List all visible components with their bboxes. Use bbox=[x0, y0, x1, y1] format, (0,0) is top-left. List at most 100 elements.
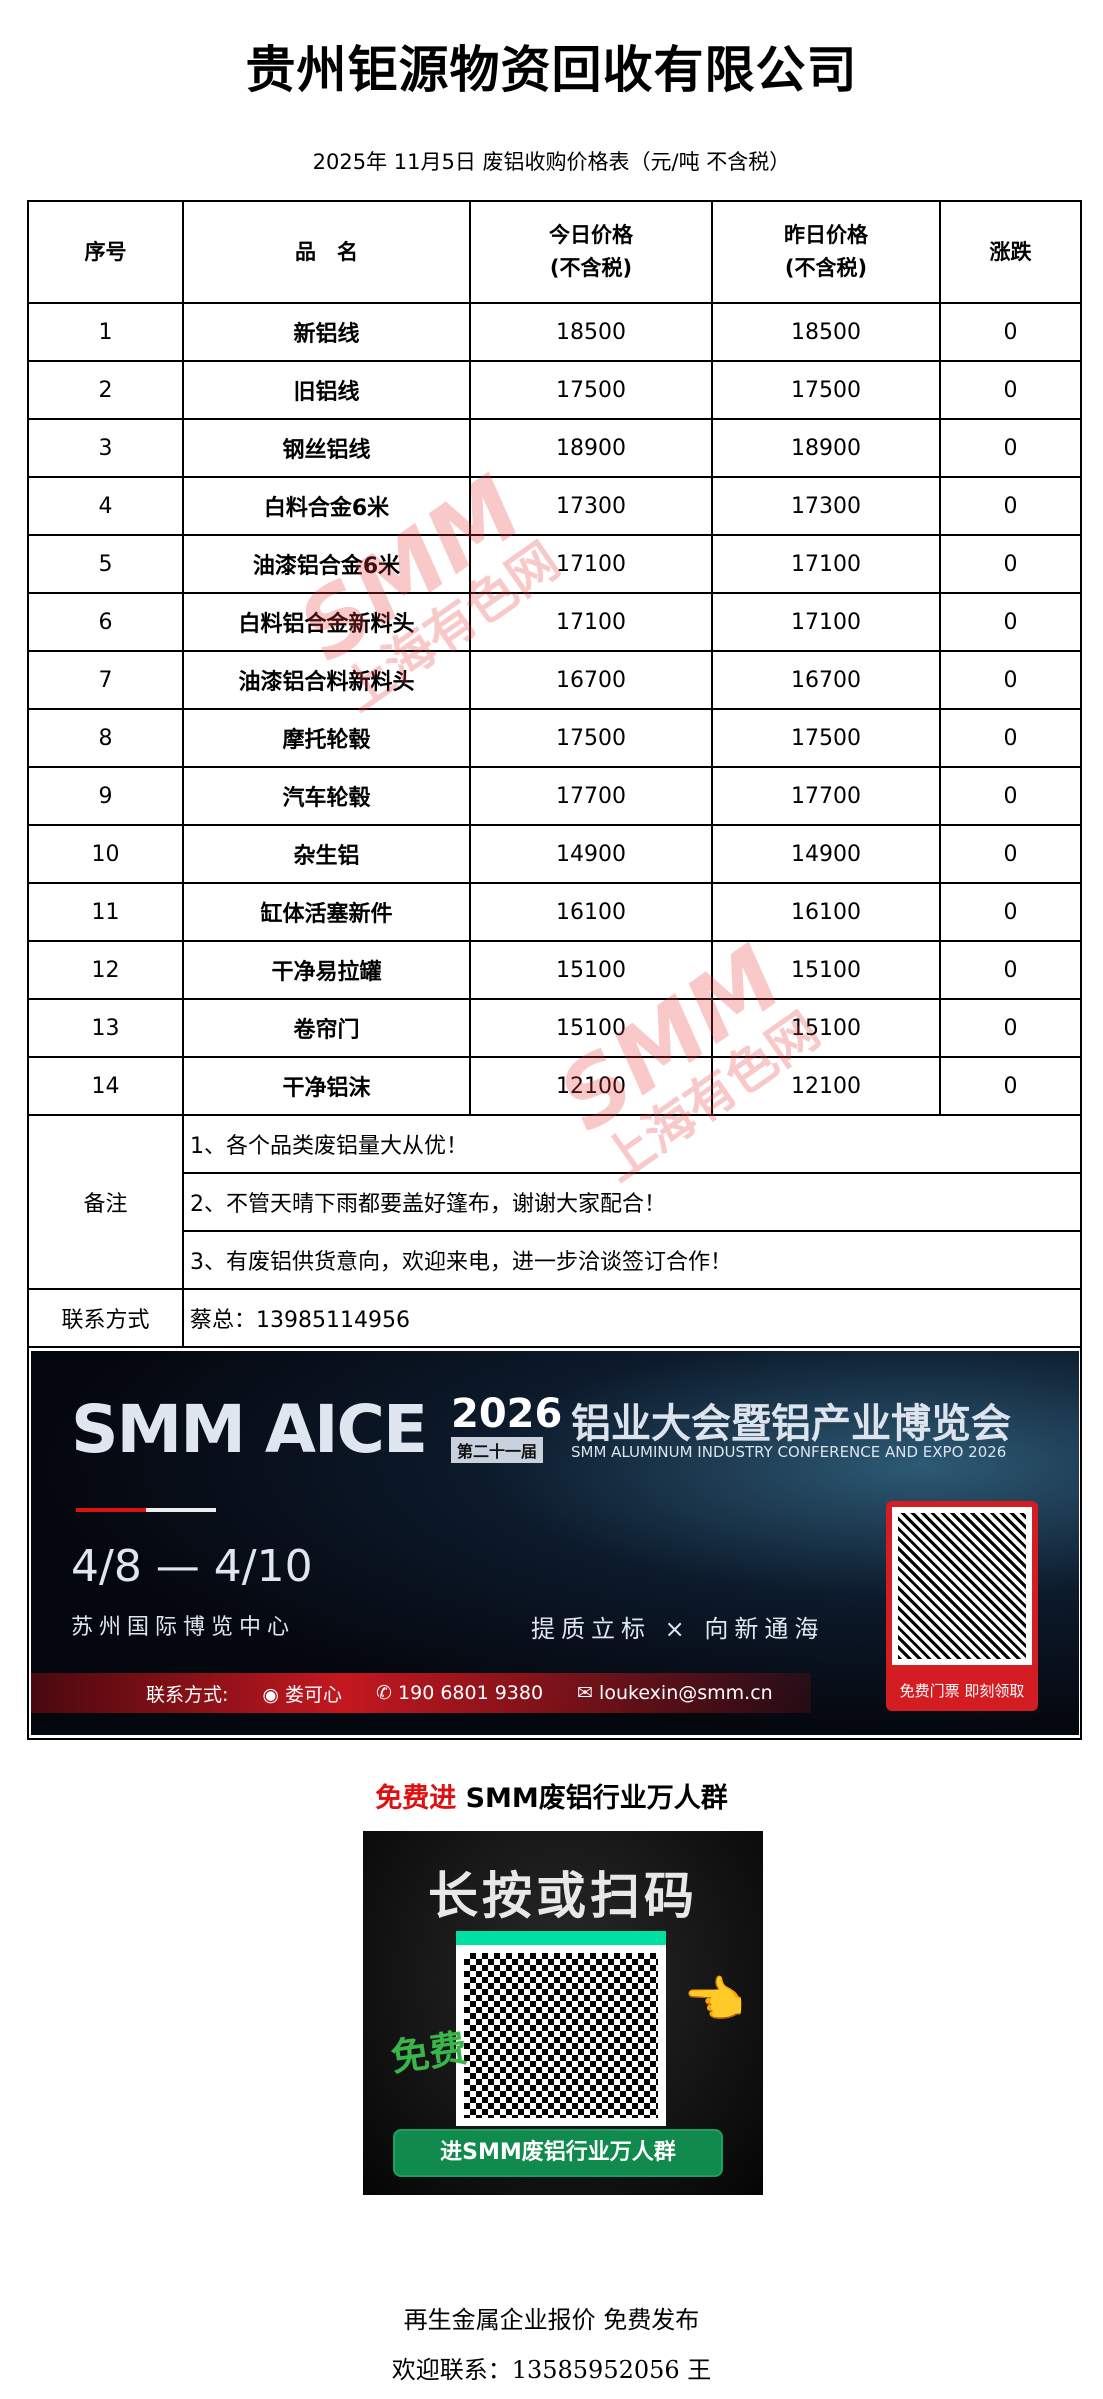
item-name: 白料合金6米 bbox=[182, 476, 471, 536]
note-item: 3、有废铝供货意向，欢迎来电，进一步洽谈签订合作！ bbox=[182, 1230, 1082, 1290]
join-group-text: SMM废铝行业万人群 bbox=[456, 1783, 728, 1814]
notes-row: 备注 1、各个品类废铝量大从优！ bbox=[27, 1114, 1082, 1290]
price-change: 0 bbox=[939, 592, 1082, 652]
mail-icon: ✉ bbox=[577, 1682, 600, 1704]
price-change: 0 bbox=[939, 998, 1082, 1058]
price-table: 序号品 名今日价格 (不含税) 昨日价格 (不含税) 涨跌 1 新铝线 18500 185… bbox=[27, 200, 1082, 1348]
column-header: 涨跌 bbox=[939, 200, 1082, 304]
table-row: 3 钢丝铝线 18900 18900 0 bbox=[27, 418, 1082, 478]
group-qr-code[interactable] bbox=[456, 1931, 666, 2126]
table-row: 11 缸体活塞新件 16100 16100 0 bbox=[27, 882, 1082, 942]
today-price: 17700 bbox=[469, 766, 713, 826]
table-row: 13 卷帘门 15100 15100 0 bbox=[27, 998, 1082, 1058]
table-row: 1 新铝线 18500 18500 0 bbox=[27, 302, 1082, 362]
price-change: 0 bbox=[939, 476, 1082, 536]
item-name: 油漆铝合金6米 bbox=[182, 534, 471, 594]
banner-qr-caption: 免费门票 即刻领取 bbox=[899, 1682, 1025, 1700]
item-name: 旧铝线 bbox=[182, 360, 471, 420]
yesterday-price: 18500 bbox=[711, 302, 941, 362]
price-change: 0 bbox=[939, 302, 1082, 362]
contact-value: 蔡总：13985114956 bbox=[182, 1288, 1082, 1348]
price-change: 0 bbox=[939, 418, 1082, 478]
item-name: 卷帘门 bbox=[182, 998, 471, 1058]
row-index: 1 bbox=[27, 302, 184, 362]
note-item: 2、不管天晴下雨都要盖好篷布，谢谢大家配合！ bbox=[182, 1172, 1082, 1232]
row-index: 7 bbox=[27, 650, 184, 710]
row-index: 13 bbox=[27, 998, 184, 1058]
today-price: 12100 bbox=[469, 1056, 713, 1116]
banner-phone: ✆ 190 6801 9380 bbox=[376, 1682, 543, 1704]
contact-row: 联系方式 蔡总：13985114956 bbox=[27, 1288, 1082, 1348]
item-name: 摩托轮毂 bbox=[182, 708, 471, 768]
today-price: 17500 bbox=[469, 360, 713, 420]
banner-edition: 第二十一届 bbox=[451, 1437, 544, 1463]
yesterday-price: 17500 bbox=[711, 360, 941, 420]
footer-line-1: 再生金属企业报价 免费发布 bbox=[403, 2306, 700, 2334]
today-price: 15100 bbox=[469, 940, 713, 1000]
today-price: 15100 bbox=[469, 998, 713, 1058]
item-name: 杂生铝 bbox=[182, 824, 471, 884]
banner-year: 2026 bbox=[451, 1391, 563, 1437]
price-change: 0 bbox=[939, 882, 1082, 942]
item-name: 干净易拉罐 bbox=[182, 940, 471, 1000]
join-group-heading: 免费进 SMM废铝行业万人群 bbox=[0, 1776, 1103, 1815]
table-row: 10 杂生铝 14900 14900 0 bbox=[27, 824, 1082, 884]
yesterday-price: 17100 bbox=[711, 592, 941, 652]
price-change: 0 bbox=[939, 360, 1082, 420]
item-name: 白料铝合金新料头 bbox=[182, 592, 471, 652]
yesterday-price: 14900 bbox=[711, 824, 941, 884]
today-price: 16100 bbox=[469, 882, 713, 942]
today-price: 17500 bbox=[469, 708, 713, 768]
banner-email: ✉ loukexin@smm.cn bbox=[577, 1682, 773, 1704]
banner-qr-code[interactable]: 免费门票 即刻领取 bbox=[886, 1501, 1038, 1711]
item-name: 汽车轮毂 bbox=[182, 766, 471, 826]
item-name: 干净铝沫 bbox=[182, 1056, 471, 1116]
banner-title-en: SMM ALUMINUM INDUSTRY CONFERENCE AND EXP… bbox=[571, 1443, 1007, 1461]
join-group-button[interactable]: 进SMM废铝行业万人群 bbox=[393, 2129, 723, 2177]
qr-card-heading: 长按或扫码 bbox=[428, 1867, 698, 1925]
today-price: 18900 bbox=[469, 418, 713, 478]
table-row: 6 白料铝合金新料头 17100 17100 0 bbox=[27, 592, 1082, 652]
qr-pattern bbox=[464, 1953, 658, 2118]
yesterday-price: 17100 bbox=[711, 534, 941, 594]
yesterday-price: 15100 bbox=[711, 998, 941, 1058]
row-index: 2 bbox=[27, 360, 184, 420]
row-index: 14 bbox=[27, 1056, 184, 1116]
today-price: 16700 bbox=[469, 650, 713, 710]
banner-venue: 苏州国际博览中心 bbox=[71, 1615, 296, 1640]
banner-frame bbox=[27, 1346, 1082, 1740]
notes-row: 3、有废铝供货意向，欢迎来电，进一步洽谈签订合作！ bbox=[28, 1230, 1082, 1290]
row-index: 8 bbox=[27, 708, 184, 768]
group-qr-card[interactable]: 长按或扫码 免费 👈 进SMM废铝行业万人群 bbox=[363, 1831, 763, 2195]
item-name: 钢丝铝线 bbox=[182, 418, 471, 478]
item-name: 新铝线 bbox=[182, 302, 471, 362]
yesterday-price: 17500 bbox=[711, 708, 941, 768]
contact-name-text: 娄可心 bbox=[285, 1683, 343, 1706]
table-row: 9 汽车轮毂 17700 17700 0 bbox=[27, 766, 1082, 826]
banner-contact-name: ◉ 娄可心 bbox=[262, 1680, 342, 1707]
today-price: 17100 bbox=[469, 534, 713, 594]
table-row: 7 油漆铝合料新料头 16700 16700 0 bbox=[27, 650, 1082, 710]
banner-title-cn: 铝业大会暨铝产业博览会 bbox=[571, 1401, 1011, 1447]
phone-text: 190 6801 9380 bbox=[398, 1682, 544, 1704]
smm-aice-banner[interactable]: SMM AICE 2026 第二十一届 铝业大会暨铝产业博览会 SMM ALUM… bbox=[31, 1351, 1079, 1735]
join-free-text: 免费进 bbox=[375, 1783, 457, 1814]
row-index: 10 bbox=[27, 824, 184, 884]
table-row: 4 白料合金6米 17300 17300 0 bbox=[27, 476, 1082, 536]
item-name: 油漆铝合料新料头 bbox=[182, 650, 471, 710]
price-change: 0 bbox=[939, 650, 1082, 710]
banner-contact-label: 联系方式: bbox=[146, 1683, 229, 1706]
price-change: 0 bbox=[939, 766, 1082, 826]
row-index: 5 bbox=[27, 534, 184, 594]
phone-icon: ✆ bbox=[376, 1682, 399, 1704]
row-index: 9 bbox=[27, 766, 184, 826]
price-change: 0 bbox=[939, 534, 1082, 594]
today-price: 17100 bbox=[469, 592, 713, 652]
today-price: 14900 bbox=[469, 824, 713, 884]
email-text: loukexin@smm.cn bbox=[599, 1682, 773, 1704]
table-header-row: 序号品 名今日价格 (不含税) 昨日价格 (不含税) 涨跌 bbox=[27, 200, 1082, 304]
yesterday-price: 18900 bbox=[711, 418, 941, 478]
yesterday-price: 17300 bbox=[711, 476, 941, 536]
yesterday-price: 17700 bbox=[711, 766, 941, 826]
yesterday-price: 16100 bbox=[711, 882, 941, 942]
